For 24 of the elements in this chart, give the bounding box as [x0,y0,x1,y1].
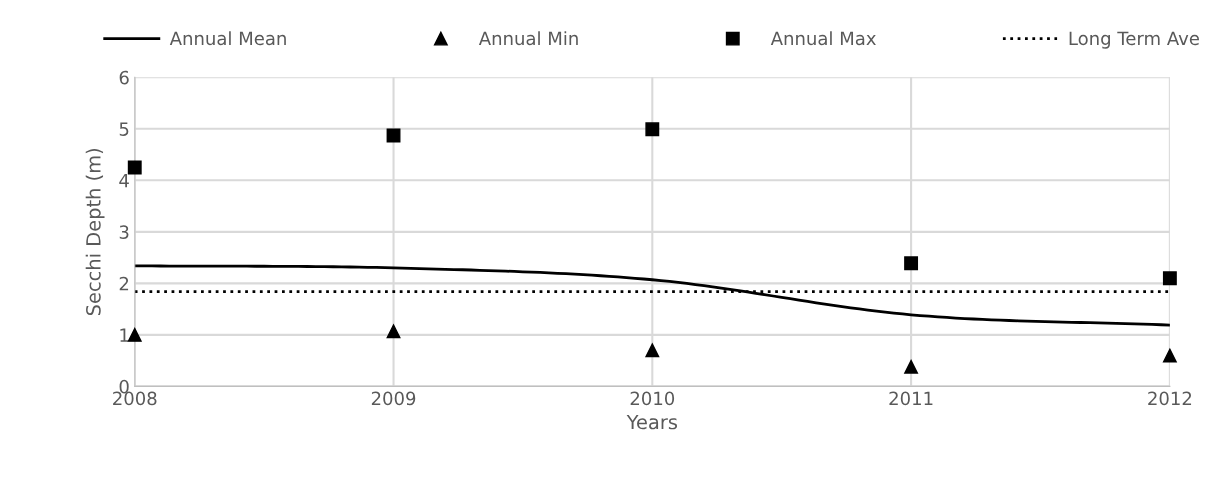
y-tick-label: 1 [120,328,129,342]
y-tick-label: 6 [119,70,129,85]
legend-label: Annual Min [478,31,578,46]
x-tick-label: 2012 [1148,391,1192,406]
y-tick-label: 3 [119,225,129,239]
point [1162,348,1177,363]
point [386,324,401,339]
point [645,343,660,358]
point [645,122,660,137]
legend-label: Long Term Ave [1069,31,1199,49]
point [1162,271,1177,286]
x-tick-label: 2010 [630,391,675,406]
point [904,359,919,374]
legend-label: Annual Mean [169,31,286,46]
legend-label: Annual Max [770,31,876,46]
x-axis-title: Years [626,414,678,430]
y-tick-label: 2 [119,276,129,291]
y-tick-label: 5 [119,122,129,136]
y-axis-title: Secchi Depth (m) [85,148,105,316]
x-tick-label: 2011 [889,391,933,406]
point [904,256,919,271]
y-tick-label: 4 [119,174,129,188]
point [127,160,142,175]
x-tick-label: 2009 [371,391,416,406]
